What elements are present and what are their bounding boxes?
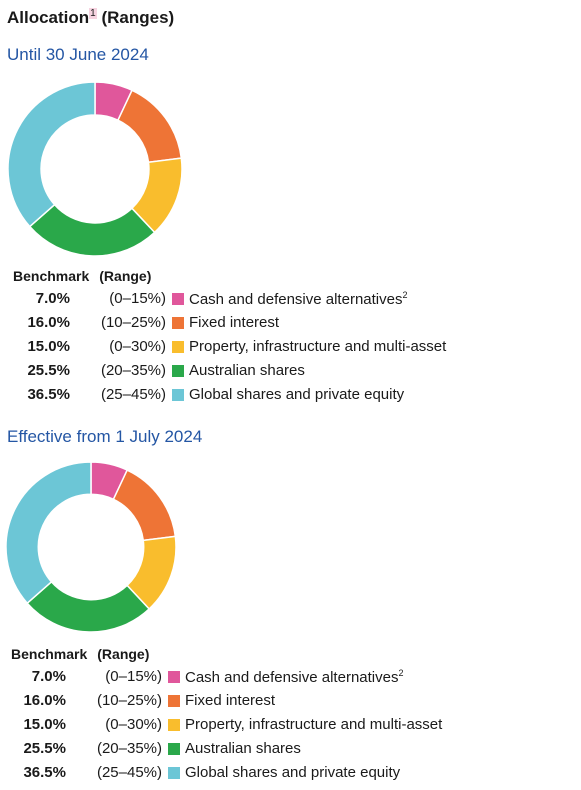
allocation-section-1: Until 30 June 2024 Benchmark (Range) 7.0%… — [7, 45, 568, 410]
legend-label: Global shares and private equity — [185, 764, 401, 781]
legend-swatch — [172, 293, 184, 305]
legend-row: 7.0% (0–15%) Cash and defensive alternativ… — [4, 668, 564, 692]
donut-slice-5 — [5, 461, 92, 605]
benchmark-header: Benchmark — [13, 268, 90, 284]
legend-label: Cash and defensive alternatives2 — [185, 668, 404, 686]
legend-swatch — [168, 671, 180, 683]
donut-slice-5 — [7, 81, 96, 228]
range-value: (0–15%) — [109, 290, 166, 307]
legend-row: 25.5% (20–35%) Australian shares — [4, 740, 564, 764]
benchmark-value: 25.5% — [23, 740, 66, 757]
range-value: (0–15%) — [105, 668, 162, 685]
benchmark-value: 16.0% — [23, 692, 66, 709]
legend-row: 16.0% (10–25%) Fixed interest — [8, 314, 568, 338]
legend-header: Benchmark (Range) — [13, 268, 151, 284]
title-suffix: (Ranges) — [96, 8, 175, 27]
legend-swatch — [172, 341, 184, 353]
title-footnote-marker: 1 — [89, 8, 97, 20]
donut-slice-2 — [112, 469, 177, 542]
legend-label: Property, infrastructure and multi-asset — [185, 716, 443, 733]
legend-row: 36.5% (25–45%) Global shares and private e… — [4, 764, 564, 788]
range-value: (0–30%) — [105, 716, 162, 733]
benchmark-value: 7.0% — [35, 290, 70, 307]
legend-row: 15.0% (0–30%) Property, infrastructure and… — [8, 338, 568, 362]
legend-row: 7.0% (0–15%) Cash and defensive alternativ… — [8, 290, 568, 314]
donut-chart — [5, 461, 177, 633]
donut-chart — [7, 81, 183, 257]
legend-swatch — [168, 695, 180, 707]
benchmark-value: 7.0% — [31, 668, 66, 685]
benchmark-value: 15.0% — [23, 716, 66, 733]
title-text: Allocation — [7, 8, 90, 27]
footnote-marker: 2 — [402, 290, 408, 300]
legend-row: 25.5% (20–35%) Australian shares — [8, 362, 568, 386]
legend-row: 15.0% (0–30%) Property, infrastructure and… — [4, 716, 564, 740]
benchmark-value: 16.0% — [27, 314, 70, 331]
range-value: (25–45%) — [100, 386, 166, 403]
range-value: (10–25%) — [100, 314, 166, 331]
chart-subtitle: Until 30 June 2024 — [7, 45, 149, 64]
range-value: (25–45%) — [96, 764, 162, 781]
range-header: (Range) — [97, 646, 150, 662]
legend-swatch — [168, 719, 180, 731]
legend-swatch — [168, 743, 180, 755]
chart-subtitle: Effective from 1 July 2024 — [7, 427, 203, 446]
legend-label: Australian shares — [189, 362, 305, 379]
legend-swatch — [168, 767, 180, 779]
legend-row: 36.5% (25–45%) Global shares and private e… — [8, 386, 568, 410]
legend-header: Benchmark (Range) — [11, 646, 149, 662]
legend-label: Property, infrastructure and multi-asset — [189, 338, 447, 355]
legend-label: Australian shares — [185, 740, 301, 757]
legend-swatch — [172, 317, 184, 329]
page-title: Allocation1 (Ranges) — [7, 8, 174, 28]
legend-row: 16.0% (10–25%) Fixed interest — [4, 692, 564, 716]
legend-label: Global shares and private equity — [189, 386, 405, 403]
legend-swatch — [172, 389, 184, 401]
donut-slice-4 — [26, 580, 151, 633]
legend-label: Fixed interest — [185, 692, 276, 709]
legend-swatch — [172, 365, 184, 377]
legend-label: Fixed interest — [189, 314, 280, 331]
benchmark-value: 15.0% — [27, 338, 70, 355]
range-header: (Range) — [99, 268, 152, 284]
range-value: (10–25%) — [96, 692, 162, 709]
range-value: (0–30%) — [109, 338, 166, 355]
legend-label: Cash and defensive alternatives2 — [189, 290, 408, 308]
range-value: (20–35%) — [100, 362, 166, 379]
benchmark-value: 36.5% — [23, 764, 66, 781]
footnote-marker: 2 — [398, 668, 404, 678]
range-value: (20–35%) — [96, 740, 162, 757]
benchmark-header: Benchmark — [11, 646, 88, 662]
benchmark-value: 36.5% — [27, 386, 70, 403]
benchmark-value: 25.5% — [27, 362, 70, 379]
